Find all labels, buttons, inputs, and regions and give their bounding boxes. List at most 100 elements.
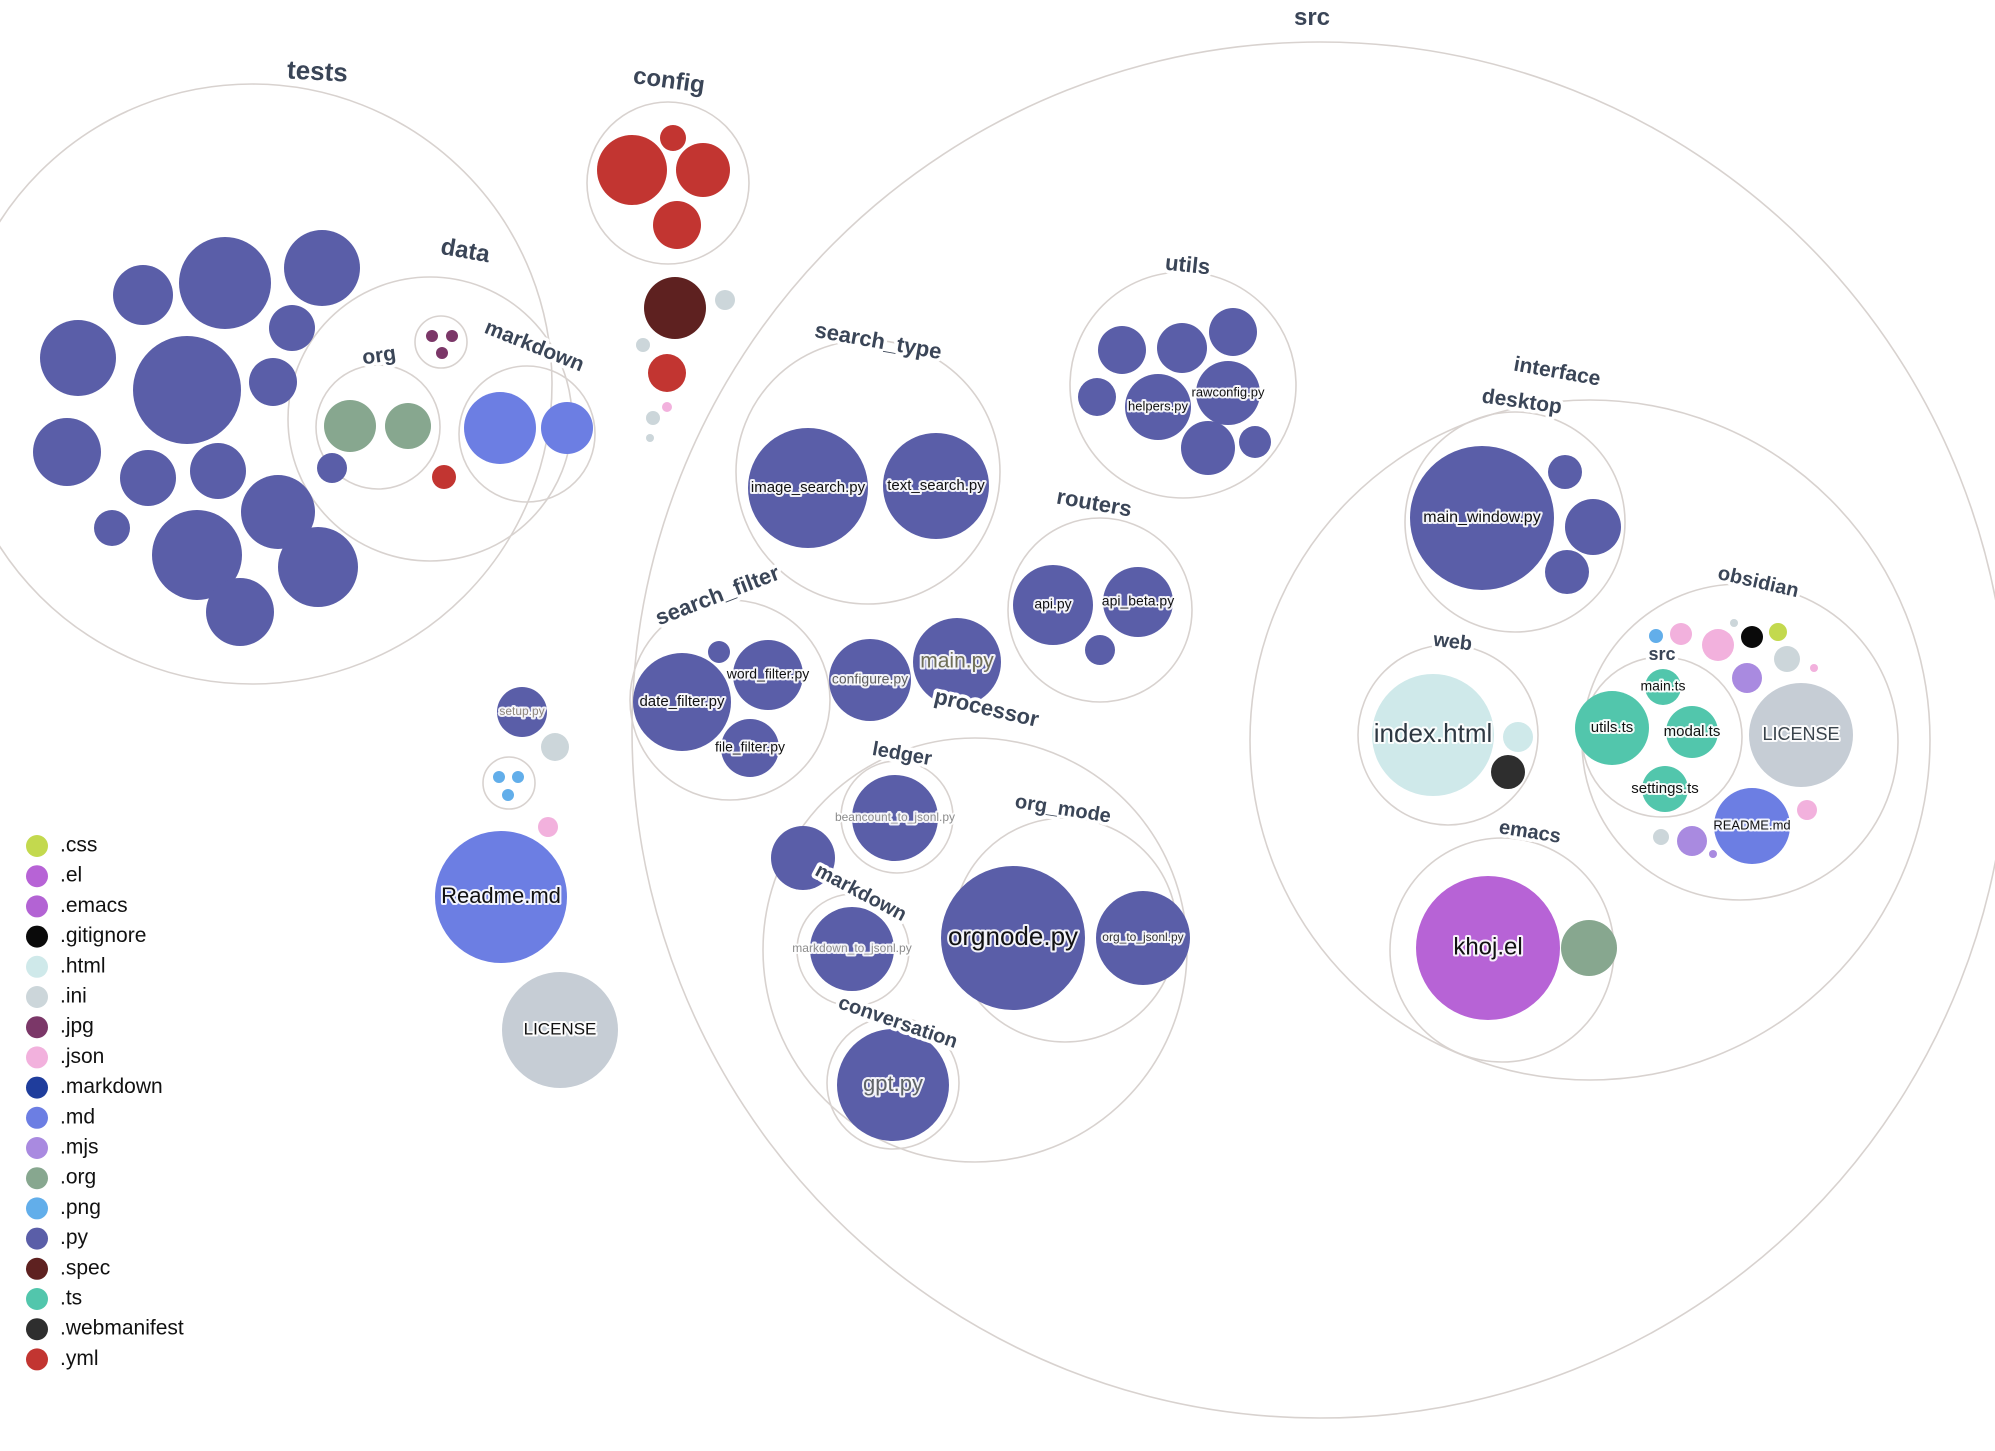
legend-item-webmanifest: .webmanifest [26, 1317, 184, 1341]
folder-utils-label: utils [1164, 250, 1212, 280]
folder-jpg-folder-circle [414, 315, 468, 369]
file-py-circle [771, 826, 835, 890]
file-py-circle [33, 418, 101, 486]
file-html-circle [1503, 722, 1533, 752]
legend-label-el: .el [60, 864, 82, 887]
file-label-image-search-py: image_search.py [751, 479, 866, 496]
folder-org-mode-label: org_mode [1013, 791, 1112, 828]
file-helpers-py [1125, 374, 1191, 440]
legend-label-gitignore: .gitignore [60, 924, 146, 947]
file-py-circle [1157, 323, 1207, 373]
file-png-circle [493, 771, 505, 783]
legend-label-org: .org [60, 1166, 96, 1189]
legend-color-dot-spec [26, 1257, 48, 1280]
file-label-readme-md: README.md [1713, 817, 1790, 832]
legend-item-ini: .ini [26, 985, 87, 1008]
file-png-circle [1649, 629, 1663, 643]
folder-web-circle [1357, 644, 1539, 826]
file-py-circle [190, 443, 246, 499]
file-label-orgnode-py: orgnode.py [948, 921, 1078, 951]
file-py-circle [1078, 378, 1116, 416]
file-py-circle [1209, 308, 1257, 356]
legend-item-mjs: .mjs [26, 1136, 99, 1159]
file-configure-py [829, 639, 911, 721]
legend-item-json: .json [26, 1045, 104, 1069]
file-py-circle [249, 358, 297, 406]
file-py-circle [120, 450, 176, 506]
legend-color-dot-yml [26, 1348, 48, 1371]
legend-label-css: .css [60, 834, 97, 857]
legend-item-spec: .spec [26, 1256, 110, 1280]
folder-interface-label: interface [1512, 353, 1602, 391]
folder-search-filter-circle [629, 599, 831, 801]
legend-item-markdown: .markdown [26, 1075, 163, 1099]
legend-label-html: .html [60, 954, 106, 977]
file-py-circle [113, 265, 173, 325]
file-label-setup-py: setup.py [499, 704, 544, 718]
file-label-license: LICENSE [524, 1019, 597, 1038]
folder-emacs-label: emacs [1497, 816, 1562, 847]
file-license [502, 972, 618, 1088]
file-gitignore-circle [1741, 626, 1763, 648]
legend-item-jpg: .jpg [26, 1015, 94, 1039]
file-jpg-circle [446, 330, 458, 342]
file-py-circle [1085, 635, 1115, 665]
folder-src-obsidian-label: src [1648, 644, 1675, 664]
folder-ledger-circle [840, 760, 954, 874]
file-md-circle [541, 402, 593, 454]
folder-obsidian-label: obsidian [1716, 562, 1801, 602]
file-py-circle [1548, 455, 1582, 489]
file-ini-circle [646, 434, 654, 442]
folder-config-circle [586, 101, 750, 265]
file-ini-circle [1730, 619, 1738, 627]
file-label-beancount-to-jsonl-py: beancount_to_jsonl.py [835, 810, 955, 824]
file-json-circle [538, 817, 558, 837]
folder-markdown-data-circle [458, 365, 596, 503]
file-main-ts [1645, 669, 1681, 705]
file-khoj-el [1416, 876, 1560, 1020]
legend-label-yml: .yml [60, 1347, 99, 1370]
file-py-circle [317, 453, 347, 483]
folder-ledger-label: ledger [871, 738, 934, 770]
file-py-circle [1098, 326, 1146, 374]
file-yml-circle [660, 125, 686, 151]
file-label-khoj-el: khoj.el [1453, 933, 1522, 960]
file-label-api-py: api.py [1034, 596, 1071, 612]
file-py-circle [152, 510, 242, 600]
file-markdown-to-jsonl-py [810, 907, 894, 991]
file-mjs-circle [1732, 663, 1762, 693]
folder-org-data-label: org [361, 342, 398, 369]
file-webmanifest-circle [1491, 755, 1525, 789]
file-json-circle [1797, 800, 1817, 820]
file-label-markdown-to-jsonl-py: markdown_to_jsonl.py [792, 941, 911, 955]
file-readme-md [435, 831, 567, 963]
file-org-circle [1561, 920, 1617, 976]
file-md-circle [464, 392, 536, 464]
file-py-circle [269, 305, 315, 351]
file-py-circle [278, 527, 358, 607]
extension-legend: .css .el .emacs .gitignore .html .ini .jpg .jso… [26, 834, 184, 1371]
folder-web-label: web [1431, 629, 1473, 656]
legend-color-dot-webmanifest [26, 1318, 48, 1341]
file-ini-circle [636, 338, 650, 352]
folder-tests-circle [0, 83, 553, 685]
folder-routers-label: routers [1055, 484, 1134, 522]
folder-search-type-circle [735, 339, 1001, 605]
file-jpg-circle [426, 330, 438, 342]
file-index-html [1372, 674, 1494, 796]
file-org-circle [385, 403, 431, 449]
legend-color-dot-org [26, 1167, 48, 1190]
file-org-circle [324, 400, 376, 452]
legend-label-md: .md [60, 1105, 95, 1128]
folder-data-label: data [439, 233, 493, 268]
file-label-helpers-py: helpers.py [1128, 398, 1188, 413]
file-png-circle [502, 789, 514, 801]
folder-markdown-proc-circle [796, 893, 910, 1007]
legend-item-emacs: .emacs [26, 894, 128, 918]
legend-color-dot-ts [26, 1288, 48, 1310]
file-label-main-py: main.py [920, 650, 994, 673]
file-image-search-py [748, 428, 868, 548]
file-json-circle [662, 402, 672, 412]
folder-desktop-circle [1404, 411, 1626, 633]
file-utils-ts [1575, 691, 1649, 765]
